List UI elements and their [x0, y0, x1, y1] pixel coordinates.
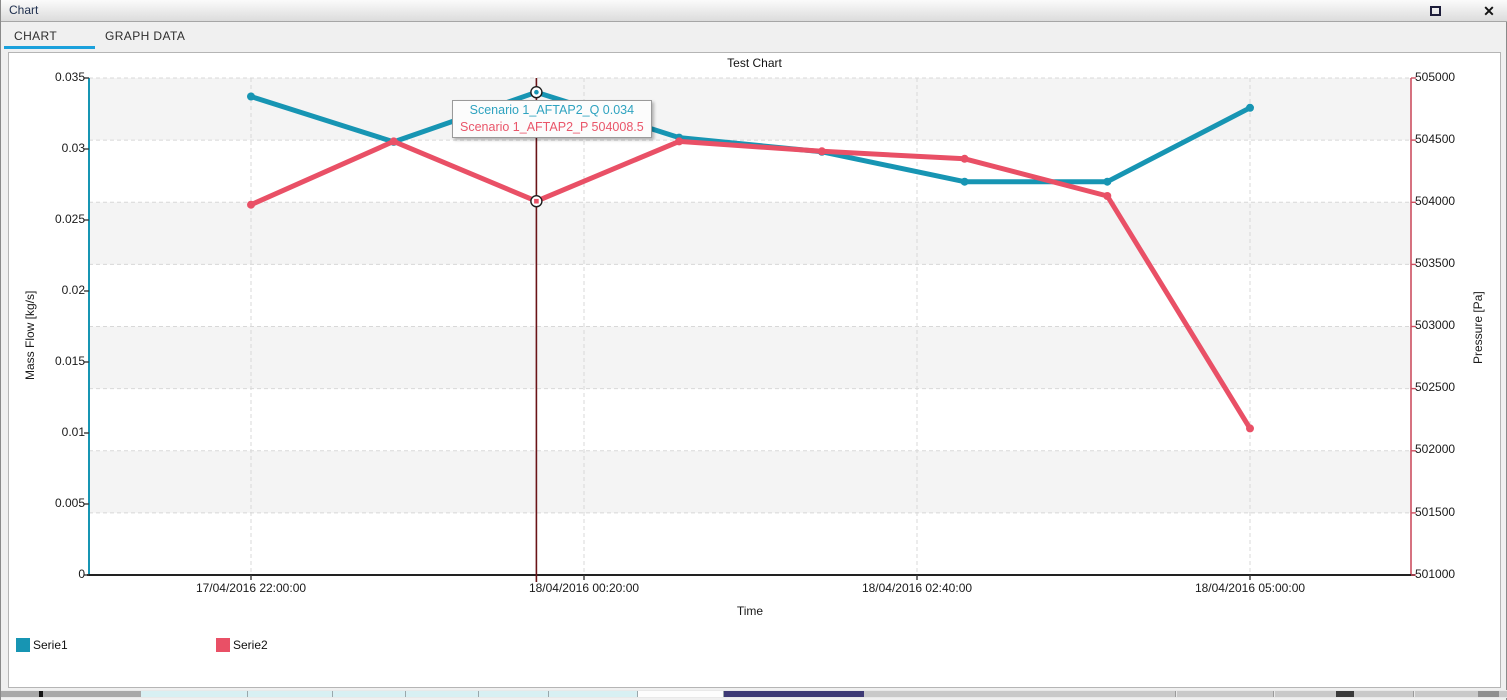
right-tick-label: 502000 — [1415, 442, 1456, 456]
tab-graph-data-label: GRAPH DATA — [105, 29, 186, 43]
tooltip-line-serie2: Scenario 1_AFTAP2_P 504008.5 — [460, 120, 644, 134]
tab-bar: CHART GRAPH DATA — [4, 24, 195, 50]
left-tick-label: 0.01 — [61, 425, 85, 439]
tooltip: Scenario 1_AFTAP2_Q 0.034 Scenario 1_AFT… — [452, 100, 652, 138]
left-tick-label: 0.015 — [54, 354, 85, 368]
window-titlebar[interactable]: Chart ✕ — [1, 0, 1507, 22]
legend-swatch-serie2 — [216, 637, 230, 652]
x-tick-label: 17/04/2016 22:00:00 — [195, 581, 307, 595]
right-tick-label: 501000 — [1415, 567, 1456, 581]
background-window-strip[interactable] — [1, 690, 1507, 698]
x-axis-title: Time — [736, 604, 764, 618]
maximize-icon — [1429, 6, 1441, 16]
right-tick-label: 504500 — [1415, 132, 1456, 146]
legend-label-serie2: Serie2 — [233, 637, 268, 652]
left-axis-title: Mass Flow [kg/s] — [23, 290, 37, 380]
close-button[interactable]: ✕ — [1478, 2, 1500, 20]
left-tick-label: 0.02 — [61, 283, 85, 297]
legend-label-serie1: Serie1 — [33, 637, 68, 652]
left-tick-label: 0.025 — [54, 212, 85, 226]
maximize-button[interactable] — [1424, 2, 1446, 20]
left-tick-label: 0 — [78, 567, 85, 581]
x-tick-label: 18/04/2016 00:20:00 — [528, 581, 640, 595]
x-tick-label: 18/04/2016 05:00:00 — [1194, 581, 1306, 595]
legend-swatch-serie1 — [16, 637, 30, 652]
right-tick-label: 502500 — [1415, 380, 1456, 394]
close-icon: ✕ — [1483, 3, 1495, 19]
left-tick-label: 0.03 — [61, 141, 85, 155]
right-tick-label: 504000 — [1415, 194, 1456, 208]
left-tick-label: 0.035 — [54, 70, 85, 84]
serie2-line — [248, 138, 1253, 431]
legend-item-serie1[interactable]: Serie1 — [16, 637, 68, 652]
right-tick-label: 503000 — [1415, 318, 1456, 332]
tooltip-line-serie1: Scenario 1_AFTAP2_Q 0.034 — [469, 103, 635, 117]
tab-chart[interactable]: CHART — [4, 24, 95, 49]
right-axis-title: Pressure [Pa] — [1471, 291, 1485, 364]
legend-item-serie2[interactable]: Serie2 — [216, 637, 268, 652]
x-tick-label: 18/04/2016 02:40:00 — [861, 581, 973, 595]
tab-chart-label: CHART — [14, 29, 58, 43]
right-tick-label: 503500 — [1415, 256, 1456, 270]
right-tick-label: 501500 — [1415, 505, 1456, 519]
chart-title: Test Chart — [727, 56, 782, 70]
window-title: Chart — [9, 3, 39, 17]
right-tick-label: 505000 — [1415, 70, 1456, 84]
left-tick-label: 0.005 — [54, 496, 85, 510]
tab-graph-data[interactable]: GRAPH DATA — [95, 24, 195, 49]
